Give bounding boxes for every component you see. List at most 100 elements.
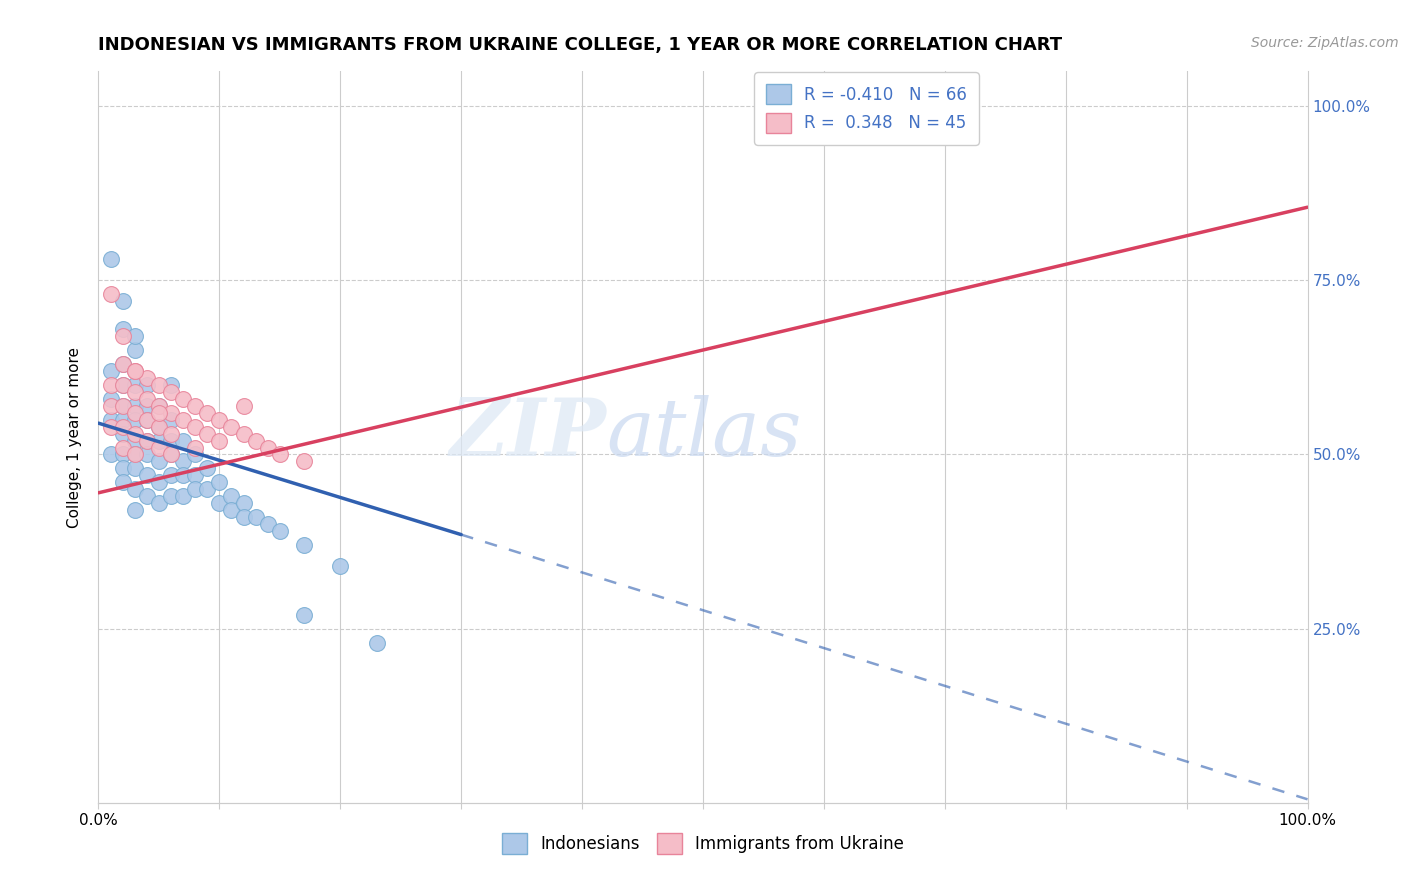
Point bbox=[256, 441, 278, 455]
Legend: Indonesians, Immigrants from Ukraine: Indonesians, Immigrants from Ukraine bbox=[495, 827, 911, 860]
Point bbox=[148, 406, 170, 420]
Point bbox=[111, 357, 134, 371]
Point bbox=[148, 399, 170, 413]
Point bbox=[111, 322, 134, 336]
Point bbox=[232, 399, 254, 413]
Point bbox=[160, 406, 183, 420]
Y-axis label: College, 1 year or more: College, 1 year or more bbox=[67, 347, 83, 527]
Point bbox=[111, 426, 134, 441]
Point bbox=[148, 475, 170, 490]
Point bbox=[124, 343, 146, 357]
Point bbox=[124, 364, 146, 378]
Point bbox=[111, 412, 134, 426]
Point bbox=[100, 377, 122, 392]
Text: Source: ZipAtlas.com: Source: ZipAtlas.com bbox=[1251, 36, 1399, 50]
Point bbox=[124, 412, 146, 426]
Point bbox=[256, 517, 278, 532]
Point bbox=[184, 468, 207, 483]
Point bbox=[111, 377, 134, 392]
Point bbox=[100, 252, 122, 267]
Point bbox=[245, 434, 267, 448]
Point bbox=[100, 448, 122, 462]
Point bbox=[172, 454, 194, 468]
Point bbox=[184, 448, 207, 462]
Point bbox=[208, 412, 231, 426]
Point bbox=[172, 489, 194, 503]
Point bbox=[111, 448, 134, 462]
Point bbox=[135, 468, 157, 483]
Point bbox=[148, 454, 170, 468]
Point bbox=[160, 426, 183, 441]
Point bbox=[111, 357, 134, 371]
Point bbox=[160, 468, 183, 483]
Point bbox=[160, 412, 183, 426]
Point bbox=[135, 377, 157, 392]
Point bbox=[292, 538, 315, 552]
Point bbox=[135, 448, 157, 462]
Point bbox=[100, 399, 122, 413]
Point bbox=[269, 524, 291, 538]
Point bbox=[232, 496, 254, 510]
Point bbox=[100, 419, 122, 434]
Point bbox=[269, 448, 291, 462]
Point bbox=[221, 489, 243, 503]
Point bbox=[124, 406, 146, 420]
Point bbox=[208, 496, 231, 510]
Point bbox=[208, 434, 231, 448]
Point bbox=[195, 426, 218, 441]
Point bbox=[366, 635, 388, 649]
Point bbox=[100, 412, 122, 426]
Point bbox=[124, 461, 146, 475]
Point bbox=[124, 448, 146, 462]
Point bbox=[232, 426, 254, 441]
Point bbox=[135, 392, 157, 406]
Point bbox=[100, 392, 122, 406]
Point bbox=[124, 434, 146, 448]
Point bbox=[111, 294, 134, 309]
Point bbox=[124, 483, 146, 497]
Point bbox=[111, 399, 134, 413]
Point bbox=[135, 412, 157, 426]
Point bbox=[124, 329, 146, 343]
Point bbox=[184, 399, 207, 413]
Point bbox=[100, 364, 122, 378]
Point bbox=[124, 364, 146, 378]
Point bbox=[148, 434, 170, 448]
Text: atlas: atlas bbox=[606, 394, 801, 472]
Point bbox=[124, 426, 146, 441]
Point bbox=[135, 371, 157, 385]
Point bbox=[184, 441, 207, 455]
Point bbox=[208, 475, 231, 490]
Point bbox=[195, 406, 218, 420]
Point bbox=[160, 489, 183, 503]
Point bbox=[148, 441, 170, 455]
Point bbox=[160, 448, 183, 462]
Point bbox=[160, 448, 183, 462]
Point bbox=[232, 510, 254, 524]
Point bbox=[160, 384, 183, 399]
Point bbox=[195, 461, 218, 475]
Point bbox=[111, 461, 134, 475]
Point bbox=[148, 419, 170, 434]
Point bbox=[135, 434, 157, 448]
Point bbox=[111, 399, 134, 413]
Point bbox=[184, 483, 207, 497]
Point bbox=[221, 419, 243, 434]
Point bbox=[329, 558, 352, 573]
Point bbox=[172, 434, 194, 448]
Point bbox=[292, 454, 315, 468]
Point bbox=[111, 377, 134, 392]
Point bbox=[172, 468, 194, 483]
Point bbox=[135, 399, 157, 413]
Point bbox=[124, 448, 146, 462]
Point bbox=[135, 489, 157, 503]
Point bbox=[184, 419, 207, 434]
Point bbox=[160, 377, 183, 392]
Point bbox=[124, 377, 146, 392]
Point bbox=[292, 607, 315, 622]
Point bbox=[148, 377, 170, 392]
Point bbox=[124, 503, 146, 517]
Point bbox=[124, 399, 146, 413]
Point bbox=[111, 475, 134, 490]
Point bbox=[195, 483, 218, 497]
